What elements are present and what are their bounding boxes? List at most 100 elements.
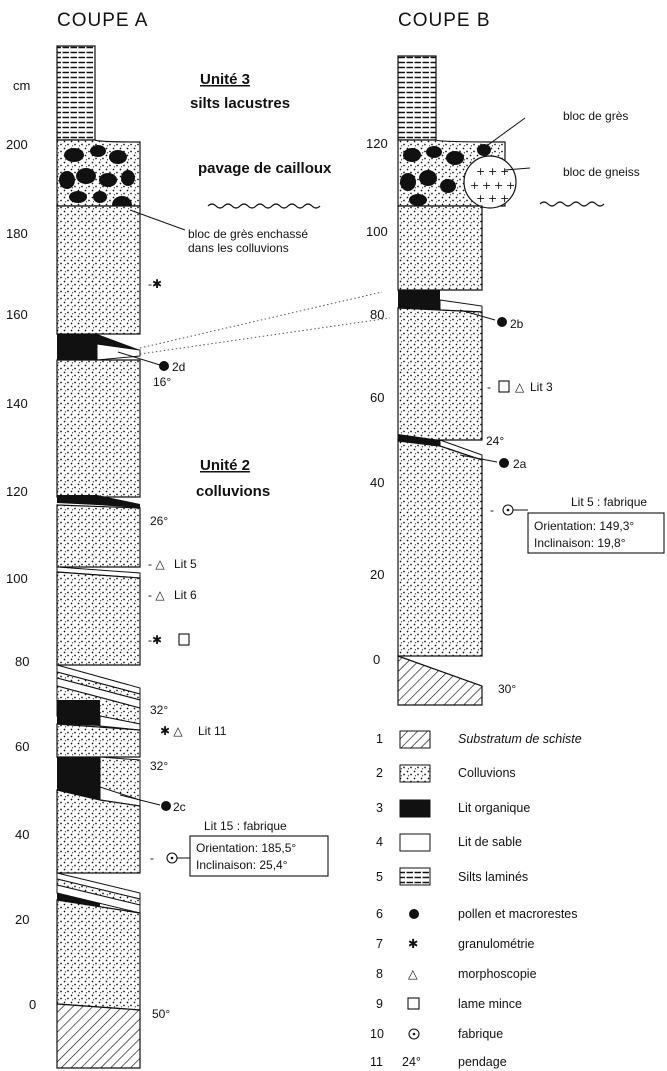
pavage-label: pavage de cailloux	[198, 160, 332, 177]
correlation-lines	[140, 292, 390, 354]
lit11-label: Lit 11	[198, 724, 227, 738]
unite2-subtitle: colluvions	[196, 483, 270, 500]
axis-a-tick: 60	[15, 739, 29, 754]
axis-a-tick: 0	[29, 997, 36, 1012]
fabrique-marker: -	[150, 851, 154, 865]
legend-label: lame mince	[458, 997, 522, 1011]
granulometrie-lame-marker: -✱	[148, 633, 162, 647]
legend-num: 10	[370, 1027, 384, 1041]
bloc-gneiss-label: bloc de gneiss	[563, 165, 640, 179]
fabric-b-inclinaison: Inclinaison: 19,8°	[534, 536, 626, 550]
annotations-a: bloc de grès enchassé dans les colluvion…	[118, 210, 328, 1021]
fabric-a-inclinaison: Inclinaison: 25,4°	[196, 858, 288, 872]
morphoscopie-lame-marker: -	[487, 380, 491, 394]
legend-symbol: ✱	[408, 937, 418, 951]
axis-a-tick: 140	[6, 396, 28, 411]
morphoscopie-marker: △	[515, 380, 525, 394]
sample-2d: 2d	[172, 360, 185, 374]
svg-text:+: +	[506, 179, 515, 192]
axis-a-tick: 200	[6, 137, 28, 152]
axis-a-tick: 120	[6, 484, 28, 499]
svg-text:+: +	[476, 192, 485, 205]
unit-labels: Unité 3 silts lacustres pavage de caillo…	[190, 71, 604, 500]
legend-num: 9	[376, 997, 383, 1011]
lame-mince-marker	[179, 634, 189, 645]
svg-text:+: +	[494, 179, 503, 192]
legend-label: Lit de sable	[458, 835, 522, 849]
fabric-b-orientation: Orientation: 149,3°	[534, 519, 634, 533]
legend-num: 1	[376, 732, 383, 746]
legend-num: 4	[376, 835, 383, 849]
dip-label: 30°	[498, 682, 516, 696]
coupe-a-column	[57, 46, 140, 1068]
legend-symbol: 24°	[402, 1055, 421, 1069]
coupe-b-title: COUPE B	[398, 10, 491, 31]
legend-symbol	[409, 909, 419, 919]
pollen-marker	[159, 361, 169, 371]
axis-b-labels: 120 100 80 60 40 20 0	[366, 136, 388, 667]
granulometrie-marker: -✱	[148, 277, 162, 291]
unite3-subtitle: silts lacustres	[190, 95, 290, 112]
legend-symbol	[408, 998, 419, 1009]
dip-label: 32°	[150, 703, 168, 717]
dip-label: 26°	[150, 514, 168, 528]
pollen-marker	[161, 801, 171, 811]
axis-b-tick: 60	[370, 390, 384, 405]
legend-label: granulométrie	[458, 937, 534, 951]
axis-b-tick: 40	[370, 475, 384, 490]
legend-label: pendage	[458, 1055, 507, 1069]
lit5-label: Lit 5	[174, 557, 197, 571]
lame-mince-marker	[499, 381, 509, 392]
axis-a-tick: 100	[6, 571, 28, 586]
legend-num: 6	[376, 907, 383, 921]
svg-text:+: +	[500, 165, 509, 178]
axis-a-tick: 160	[6, 307, 28, 322]
bloc-gres-b-label: bloc de grès	[563, 109, 628, 123]
legend-num: 2	[376, 766, 383, 780]
unite2-title: Unité 2	[200, 457, 250, 474]
sample-2c: 2c	[173, 800, 186, 814]
dip-label: 16°	[153, 375, 171, 389]
legend-num: 8	[376, 967, 383, 981]
legend-num: 11	[370, 1055, 383, 1069]
legend-label: fabrique	[458, 1027, 503, 1041]
svg-text:+: +	[488, 165, 497, 178]
axis-a-tick: 180	[6, 226, 28, 241]
axis-a-tick: 80	[15, 654, 29, 669]
silts-lamines-a	[57, 46, 95, 140]
fabric-b-title: Lit 5 : fabrique	[571, 495, 647, 509]
svg-text:+: +	[500, 192, 509, 205]
bloc-gres-label-2: dans les colluvions	[188, 241, 289, 255]
axis-b-tick: 80	[370, 307, 384, 322]
svg-text:+: +	[482, 179, 491, 192]
legend-label: pollen et macrorestes	[458, 907, 578, 921]
legend-label: Silts laminés	[458, 870, 528, 884]
substratum-a	[57, 1004, 140, 1068]
axis-b-tick: 120	[366, 136, 388, 151]
svg-text:+: +	[476, 165, 485, 178]
pollen-marker	[497, 317, 507, 327]
unite3-title: Unité 3	[200, 71, 250, 88]
axis-a-labels: 200 180 160 140 120 100 80 60 40 20 0	[6, 137, 36, 1012]
legend-label: Substratum de schiste	[458, 732, 582, 746]
morphoscopie-marker: - △	[148, 557, 165, 571]
svg-text:+: +	[488, 192, 497, 205]
axis-b-tick: 0	[373, 652, 380, 667]
fabric-a-orientation: Orientation: 185,5°	[196, 841, 296, 855]
legend-num: 3	[376, 801, 383, 815]
dip-label: 24°	[486, 434, 504, 448]
axis-b-tick: 20	[370, 567, 384, 582]
dip-label: 50°	[152, 1007, 170, 1021]
legend: 1 Substratum de schiste 2 Colluvions 3 L…	[370, 731, 582, 1069]
silts-lamines-b	[398, 56, 436, 140]
lit6-label: Lit 6	[174, 588, 197, 602]
sample-2b: 2b	[510, 317, 524, 331]
granulometrie-morpho-marker: ✱ △	[160, 724, 183, 738]
coupe-b-column: + + + + + + + + + +	[398, 56, 516, 705]
erosion-surface-a	[208, 204, 320, 208]
coupe-a-title: COUPE A	[57, 10, 148, 31]
bloc-gres-label-1: bloc de grès enchassé	[188, 227, 308, 241]
legend-symbol: △	[408, 967, 418, 981]
legend-num: 7	[376, 937, 383, 951]
